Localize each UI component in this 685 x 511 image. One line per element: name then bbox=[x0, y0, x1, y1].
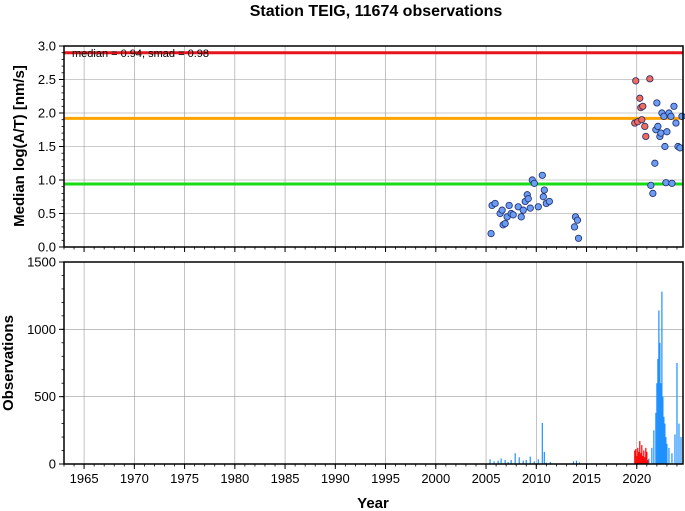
top-y-tick-label-3.0: 3.0 bbox=[38, 39, 56, 54]
top-y-tick-label-1.0: 1.0 bbox=[38, 173, 56, 188]
data-point bbox=[678, 112, 685, 120]
top-grid bbox=[64, 45, 683, 248]
data-point bbox=[545, 197, 553, 206]
data-point bbox=[651, 159, 659, 167]
bottom-y-axis: 0 500 1000 1500 bbox=[27, 255, 64, 472]
bottom-y-tick-label-500: 500 bbox=[34, 389, 56, 404]
data-point bbox=[639, 102, 647, 110]
reference-lines bbox=[64, 51, 683, 186]
bottom-y-tick-label-0: 0 bbox=[49, 457, 56, 472]
data-point bbox=[670, 102, 678, 110]
data-point bbox=[514, 203, 522, 211]
data-point bbox=[641, 122, 649, 131]
data-point bbox=[649, 189, 657, 197]
data-point bbox=[668, 179, 676, 187]
data-point bbox=[530, 179, 538, 187]
top-y-axis-label: Median log(A/T) [nm/s] bbox=[11, 65, 28, 227]
x-tick-label-1975: 1975 bbox=[170, 471, 199, 486]
data-point bbox=[534, 203, 542, 211]
x-tick-label-1970: 1970 bbox=[120, 471, 149, 486]
data-point bbox=[660, 112, 668, 120]
data-point bbox=[505, 201, 513, 210]
data-point bbox=[538, 171, 546, 179]
top-y-tick-label-0.0: 0.0 bbox=[38, 240, 56, 255]
data-point bbox=[663, 128, 671, 136]
top-y-tick-label-0.5: 0.5 bbox=[38, 206, 56, 221]
data-point bbox=[654, 122, 662, 131]
bottom-y-axis-label: Observations bbox=[0, 315, 17, 411]
data-point bbox=[573, 216, 582, 224]
bottom-frame bbox=[63, 261, 684, 465]
chart-title: Station TEIG, 11674 observations bbox=[250, 3, 503, 20]
median-amplitude-panel: median = 0.94, smad = 0.98 0.0 0.5 1.0 1.5 2… bbox=[11, 39, 685, 255]
data-point bbox=[646, 75, 654, 83]
data-point bbox=[662, 179, 670, 187]
data-point bbox=[517, 213, 525, 221]
data-point bbox=[636, 94, 644, 102]
data-point bbox=[657, 129, 665, 137]
x-axis-label: Year bbox=[357, 495, 389, 511]
data-point bbox=[667, 112, 675, 120]
data-point bbox=[539, 193, 547, 201]
median-annotation: median = 0.94, smad = 0.98 bbox=[72, 48, 209, 60]
data-point bbox=[672, 119, 680, 127]
data-point bbox=[524, 195, 532, 203]
x-tick-label-2010: 2010 bbox=[522, 471, 551, 486]
data-point bbox=[647, 181, 655, 189]
data-point bbox=[632, 77, 640, 85]
data-point bbox=[487, 230, 495, 238]
data-point bbox=[526, 204, 534, 212]
observation-bars bbox=[489, 291, 682, 464]
data-point bbox=[570, 223, 579, 231]
data-point bbox=[676, 144, 684, 152]
x-tick-label-1980: 1980 bbox=[220, 471, 249, 486]
data-point bbox=[661, 142, 669, 151]
data-point bbox=[574, 234, 583, 242]
x-tick-label-1995: 1995 bbox=[371, 471, 400, 486]
top-y-axis: 0.0 0.5 1.0 1.5 2.0 2.5 3.0 bbox=[38, 39, 64, 255]
data-point bbox=[653, 99, 661, 107]
data-point bbox=[642, 132, 650, 141]
data-point bbox=[501, 219, 509, 228]
data-point bbox=[498, 206, 506, 214]
x-tick-label-2005: 2005 bbox=[472, 471, 501, 486]
x-tick-label-2015: 2015 bbox=[572, 471, 601, 486]
x-tick-label-1965: 1965 bbox=[70, 471, 99, 486]
data-point bbox=[540, 186, 548, 194]
bottom-y-tick-label-1500: 1500 bbox=[27, 255, 56, 270]
data-point bbox=[491, 199, 499, 208]
data-point bbox=[519, 206, 527, 214]
x-tick-label-2000: 2000 bbox=[421, 471, 450, 486]
x-tick-label-2020: 2020 bbox=[622, 471, 651, 486]
data-point bbox=[638, 116, 646, 124]
bottom-grid bbox=[64, 261, 683, 465]
top-y-tick-label-2.5: 2.5 bbox=[38, 72, 56, 87]
bottom-y-tick-label-1000: 1000 bbox=[27, 322, 56, 337]
data-point bbox=[509, 211, 517, 219]
x-tick-label-1990: 1990 bbox=[321, 471, 350, 486]
top-y-tick-label-2.0: 2.0 bbox=[38, 106, 56, 121]
median-points bbox=[487, 75, 685, 242]
top-y-tick-label-1.5: 1.5 bbox=[38, 139, 56, 154]
observations-panel: 0 500 1000 1500 1965 1970 1975 1980 1985 1990 199… bbox=[0, 255, 684, 511]
x-tick-label-1985: 1985 bbox=[271, 471, 300, 486]
top-x-axis-ticks bbox=[63, 247, 678, 252]
x-axis: 1965 1970 1975 1980 1985 1990 1995 2000 2005 2010… bbox=[63, 464, 678, 486]
